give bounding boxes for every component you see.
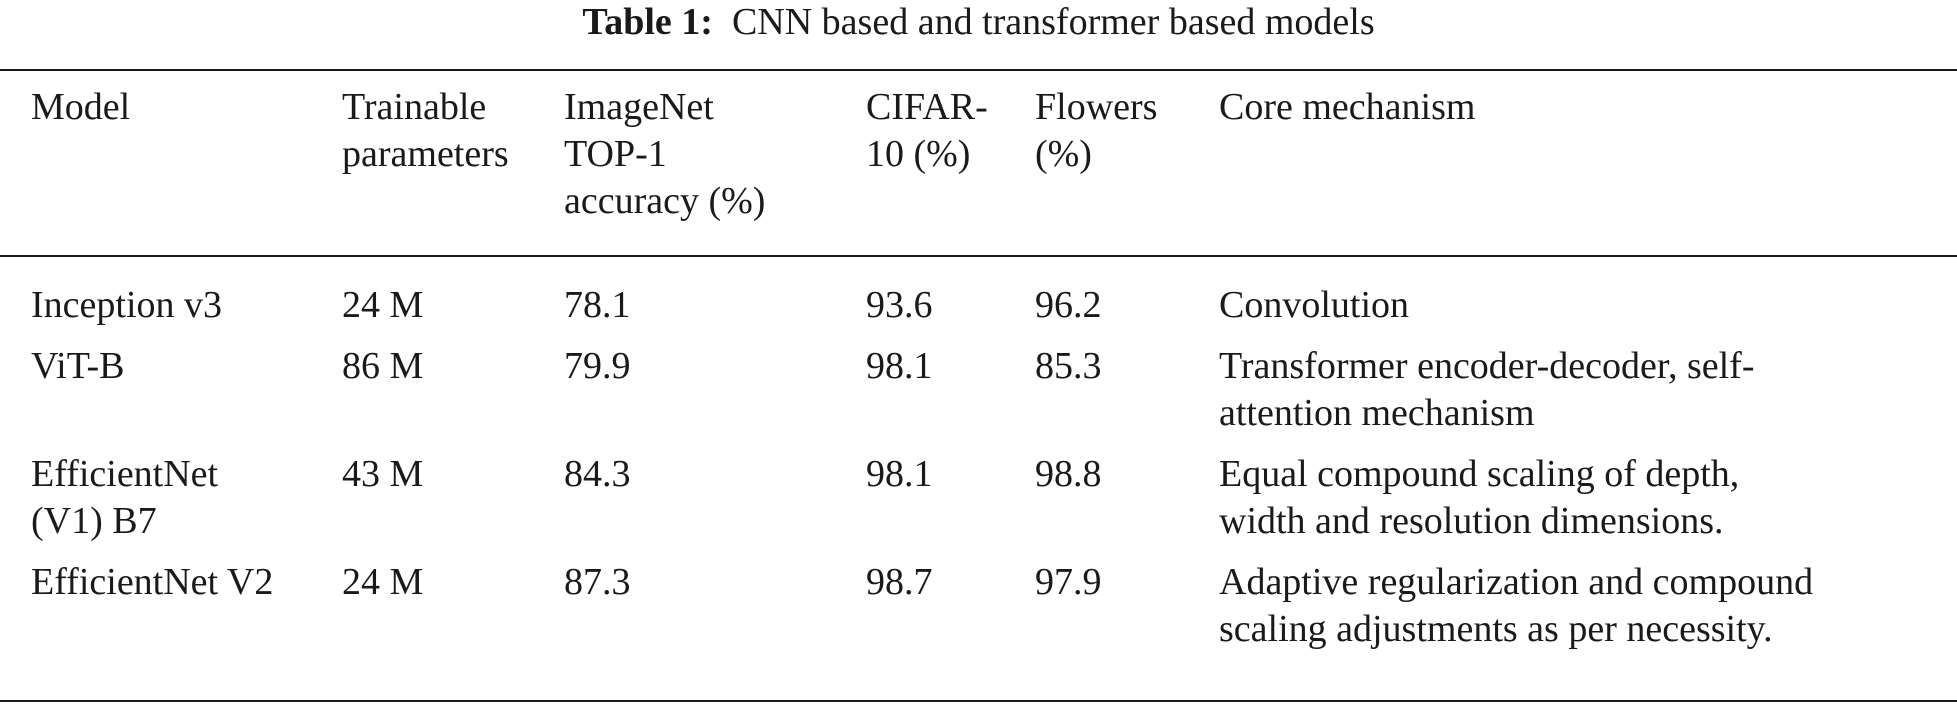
cell-mechanism-line: scaling adjustments as per necessity. [1219, 608, 1773, 650]
cell-model: ViT-B [0, 329, 342, 437]
table-row: ViT-B 86 M 79.9 98.1 85.3 Transformer en… [0, 329, 1957, 437]
header-params-line: parameters [342, 133, 509, 175]
cell-mechanism-line: width and resolution dimensions. [1219, 500, 1724, 542]
cell-cifar: 98.1 [866, 453, 933, 495]
cell-imagenet: 78.1 [564, 284, 631, 326]
cell-mechanism-line: Convolution [1219, 284, 1410, 326]
cell-model-line: (V1) B7 [31, 500, 157, 542]
cell-model-line: EfficientNet [31, 453, 219, 495]
header-cifar-line: CIFAR- [866, 86, 988, 128]
cell-flowers: 97.9 [1035, 561, 1102, 603]
cell-cifar: 93.6 [866, 284, 933, 326]
cell-params: 24 M [342, 561, 424, 603]
header-model-line: Model [31, 86, 131, 128]
header-row: Model Trainable parameters ImageNet TOP-… [0, 71, 1957, 268]
cell-imagenet: 87.3 [564, 561, 631, 603]
cell-mechanism: Adaptive regularization and compound sca… [1219, 545, 1957, 653]
top-rule [0, 69, 1957, 71]
header-imagenet-line: TOP-1 [564, 133, 667, 175]
header-rule [0, 255, 1957, 257]
header-flowers-line: Flowers [1035, 86, 1158, 128]
table-caption-text: CNN based and transformer based models [731, 1, 1375, 43]
cell-mechanism: Convolution [1219, 268, 1957, 329]
cell-model-line: ViT-B [31, 345, 125, 387]
cell-model: Inception v3 [0, 268, 342, 329]
header-trainable-parameters: Trainable parameters [342, 71, 564, 268]
cell-mechanism-line: Adaptive regularization and compound [1219, 561, 1814, 603]
cell-mechanism: Equal compound scaling of depth, width a… [1219, 437, 1957, 545]
table-row: EfficientNet (V1) B7 43 M 84.3 98.1 98.8… [0, 437, 1957, 545]
cell-mechanism-line: attention mechanism [1219, 392, 1535, 434]
cell-flowers: 98.8 [1035, 453, 1102, 495]
cell-model: EfficientNet V2 [0, 545, 342, 653]
header-flowers-line: (%) [1035, 133, 1092, 175]
cell-params: 24 M [342, 284, 424, 326]
header-imagenet-accuracy: ImageNet TOP-1 accuracy (%) [564, 71, 866, 268]
cell-imagenet: 84.3 [564, 453, 631, 495]
cell-model-line: Inception v3 [31, 284, 223, 326]
table-caption: Table 1: CNN based and transformer based… [0, 0, 1957, 50]
cell-mechanism-line: Transformer encoder-decoder, self- [1219, 345, 1755, 387]
cell-model: EfficientNet (V1) B7 [0, 437, 342, 545]
cell-params: 43 M [342, 453, 424, 495]
header-params-line: Trainable [342, 86, 487, 128]
header-core-mechanism: Core mechanism [1219, 71, 1957, 268]
cell-mechanism-line: Equal compound scaling of depth, [1219, 453, 1740, 495]
table-row: EfficientNet V2 24 M 87.3 98.7 97.9 Adap… [0, 545, 1957, 653]
cell-mechanism: Transformer encoder-decoder, self- atten… [1219, 329, 1957, 437]
cell-cifar: 98.1 [866, 345, 933, 387]
table-row: Inception v3 24 M 78.1 93.6 96.2 Convolu… [0, 268, 1957, 329]
header-mechanism-line: Core mechanism [1219, 86, 1476, 128]
header-flowers: Flowers (%) [1035, 71, 1219, 268]
header-cifar-10: CIFAR- 10 (%) [866, 71, 1035, 268]
header-model: Model [0, 71, 342, 268]
results-table: Model Trainable parameters ImageNet TOP-… [0, 71, 1957, 653]
cell-model-line: EfficientNet V2 [31, 561, 274, 603]
bottom-rule [0, 700, 1957, 702]
header-cifar-line: 10 (%) [866, 133, 971, 175]
header-imagenet-line: ImageNet [564, 86, 714, 128]
cell-flowers: 85.3 [1035, 345, 1102, 387]
cell-imagenet: 79.9 [564, 345, 631, 387]
header-imagenet-line: accuracy (%) [564, 180, 766, 222]
cell-params: 86 M [342, 345, 424, 387]
table-caption-label: Table 1: [582, 1, 713, 43]
cell-flowers: 96.2 [1035, 284, 1102, 326]
cell-cifar: 98.7 [866, 561, 933, 603]
